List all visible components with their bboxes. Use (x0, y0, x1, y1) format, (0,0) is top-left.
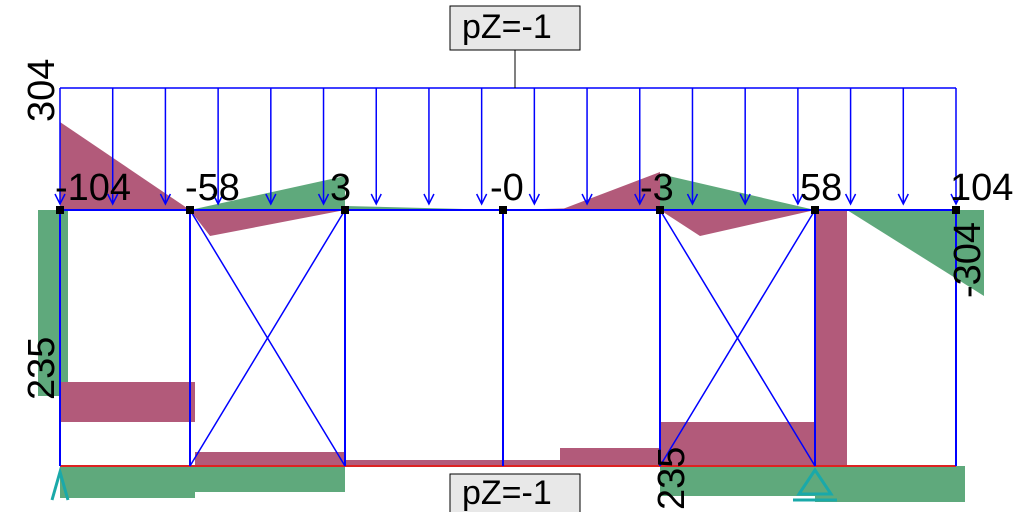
beam-num-5: 58 (800, 167, 842, 209)
num-304-tl: 304 (21, 59, 63, 122)
num-235-bottom: 235 (651, 447, 693, 510)
beam-num-4: -3 (640, 167, 674, 209)
shape-base-mag-2 (195, 452, 345, 466)
beam-num-2: 3 (330, 167, 351, 209)
beam-num-0: -104 (55, 167, 131, 209)
beam-num-3: -0 (490, 167, 524, 209)
num-235-left: 235 (21, 337, 63, 400)
load-label-top: pZ=-1 (462, 8, 552, 46)
shape-left-base-green (60, 466, 195, 498)
shape-right-col-mag (815, 210, 847, 466)
shape-base-green-4 (815, 466, 965, 502)
wedge-bay4-green (660, 174, 815, 210)
beam-num-1: -58 (185, 167, 240, 209)
wedge-bay4-mag2 (660, 210, 815, 236)
shape-base-green-2 (195, 466, 345, 492)
num-m304-right: -304 (947, 222, 989, 298)
wedge-bay1-mag (190, 210, 345, 236)
shape-left-block-mag (60, 382, 195, 422)
beam-num-6: 104 (950, 167, 1013, 209)
load-label-bottom: pZ=-1 (462, 474, 552, 512)
structural-diagram: pZ=-1 pZ=-1 304 -104 -58 3 -0 -3 58 104 235 -304 235 (0, 0, 1023, 512)
